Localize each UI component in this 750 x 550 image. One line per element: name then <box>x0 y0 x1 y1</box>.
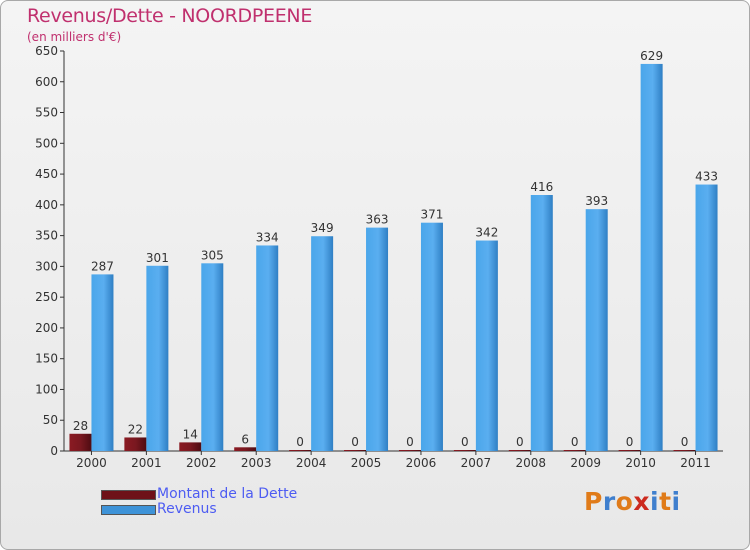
logo-letter: i <box>650 487 660 516</box>
bar-dette <box>508 450 531 451</box>
bar-revenus <box>530 195 553 451</box>
bar-dette <box>618 450 641 451</box>
y-tick-label: 50 <box>43 413 58 427</box>
data-label-dette: 0 <box>406 435 414 449</box>
chart-title: Revenus/Dette - NOORDPEENE <box>27 5 313 27</box>
x-tick-label: 2007 <box>461 456 492 470</box>
bar-dette <box>563 450 586 451</box>
bar-dette <box>453 450 476 451</box>
data-label-revenus: 349 <box>311 221 334 235</box>
x-tick-label: 2008 <box>516 456 547 470</box>
y-tick-label: 350 <box>35 229 58 243</box>
bar-dette <box>398 450 421 451</box>
logo-letter: t <box>659 487 672 516</box>
data-label-dette: 0 <box>351 435 359 449</box>
data-label-revenus: 416 <box>530 180 553 194</box>
bar-dette <box>124 437 147 451</box>
data-label-dette: 28 <box>73 419 88 433</box>
bar-revenus <box>366 227 389 451</box>
bar-dette <box>234 447 257 451</box>
bar-revenus <box>201 263 224 451</box>
data-label-dette: 0 <box>681 435 689 449</box>
x-tick-label: 2001 <box>131 456 162 470</box>
x-tick-label: 2005 <box>351 456 382 470</box>
data-label-dette: 22 <box>128 422 143 436</box>
data-label-revenus: 342 <box>475 226 498 240</box>
y-tick-label: 250 <box>35 290 58 304</box>
x-tick-label: 2000 <box>76 456 107 470</box>
bar-revenus <box>585 209 608 451</box>
bar-revenus <box>311 236 334 451</box>
data-label-dette: 0 <box>461 435 469 449</box>
data-label-revenus: 393 <box>585 194 608 208</box>
bar-dette <box>344 450 367 451</box>
x-tick-label: 2011 <box>680 456 711 470</box>
y-tick-label: 500 <box>35 136 58 150</box>
data-label-revenus: 301 <box>146 251 169 265</box>
bar-dette <box>69 433 92 451</box>
bar-dette <box>289 450 312 451</box>
x-tick-label: 2009 <box>570 456 601 470</box>
bar-revenus <box>146 265 169 451</box>
y-tick-label: 150 <box>35 352 58 366</box>
y-tick-label: 400 <box>35 198 58 212</box>
x-tick-label: 2010 <box>625 456 656 470</box>
x-tick-label: 2002 <box>186 456 217 470</box>
data-label-revenus: 334 <box>256 230 279 244</box>
data-label-revenus: 287 <box>91 259 114 273</box>
y-tick-label: 300 <box>35 259 58 273</box>
bar-dette <box>673 450 696 451</box>
y-tick-label: 550 <box>35 106 58 120</box>
logo-letter: P <box>584 487 603 516</box>
data-label-dette: 0 <box>571 435 579 449</box>
legend-label-revenus: Revenus <box>157 501 217 517</box>
x-tick-label: 2006 <box>406 456 437 470</box>
data-label-revenus: 433 <box>695 170 718 184</box>
y-tick-label: 650 <box>35 44 58 58</box>
logo-letter: o <box>615 487 634 516</box>
y-tick-label: 100 <box>35 382 58 396</box>
data-label-revenus: 629 <box>640 49 663 63</box>
bar-dette <box>179 442 202 451</box>
chart-subtitle: (en milliers d'€) <box>27 30 122 44</box>
logo-letter: i <box>671 487 681 516</box>
data-label-dette: 0 <box>516 435 524 449</box>
data-label-revenus: 305 <box>201 248 224 262</box>
y-tick-label: 0 <box>50 444 58 458</box>
y-tick-label: 600 <box>35 75 58 89</box>
legend-label-dette: Montant de la Dette <box>157 486 298 502</box>
x-tick-label: 2003 <box>241 456 272 470</box>
legend-swatch-revenus <box>101 505 156 515</box>
x-tick-label: 2004 <box>296 456 327 470</box>
bar-revenus <box>91 274 114 451</box>
proxiti-logo: Proxiti <box>584 487 681 516</box>
data-label-dette: 0 <box>296 435 304 449</box>
legend-swatch-dette <box>101 490 156 500</box>
y-tick-label: 450 <box>35 167 58 181</box>
bar-revenus <box>420 222 443 451</box>
logo-letter: r <box>602 487 616 516</box>
bar-revenus <box>475 240 498 451</box>
data-label-dette: 14 <box>183 427 198 441</box>
data-label-dette: 0 <box>626 435 634 449</box>
data-label-revenus: 363 <box>366 213 389 227</box>
bar-revenus <box>640 63 663 452</box>
bar-revenus <box>695 184 718 452</box>
data-label-dette: 6 <box>241 432 249 446</box>
y-tick-label: 200 <box>35 321 58 335</box>
bar-revenus <box>256 245 279 451</box>
logo-letter: x <box>633 487 650 516</box>
data-label-revenus: 371 <box>421 208 444 222</box>
